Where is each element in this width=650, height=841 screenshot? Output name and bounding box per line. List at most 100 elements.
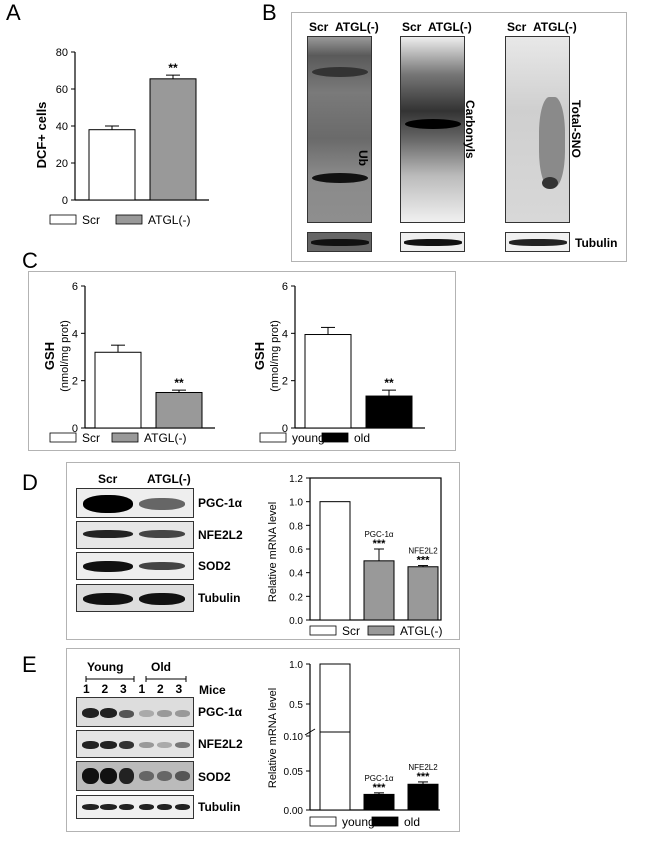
chart-e-ytick-label-upper: 1.0	[289, 660, 303, 671]
blot-d-lane-atgl: ATGL(-)	[147, 472, 191, 486]
chart-e-bar-1	[363, 793, 395, 811]
chart-a-significance-1: **	[168, 61, 178, 75]
panel-e-label: E	[22, 652, 37, 677]
blot-d-sod2	[76, 552, 194, 580]
panel-d-frame	[66, 462, 460, 640]
chart-e-bar-2	[407, 783, 439, 811]
panel-a-chart: 0 20 40 60 80 ** DCF+ cells Scr ATGL(-)	[34, 47, 209, 227]
blot-ub-label: Ub	[356, 150, 370, 166]
chart-d-ytick-label: 1.0	[289, 498, 303, 509]
chart-d-legend-swatch-1	[367, 625, 395, 636]
panel-c-label: C	[22, 248, 38, 273]
blot-ub-tubulin	[307, 232, 372, 252]
blot-d-label-pgc1a: PGC-1α	[198, 496, 243, 510]
blot-e-label-tubulin: Tubulin	[198, 800, 241, 814]
chart-e-bar-0	[319, 731, 351, 811]
chart-e-bar-upper-0	[319, 663, 351, 737]
chart-a-bar-0	[88, 129, 136, 201]
blot-sno-tubulin	[505, 232, 570, 252]
chart-d-ytick-label: 1.2	[289, 474, 303, 485]
chart-c-left-ytick-label: 2	[72, 376, 78, 388]
blot-d-nfe2l2	[76, 521, 194, 549]
chart-d-ytick-label: 0.4	[289, 569, 303, 580]
chart-c-left-bar-0	[94, 351, 142, 429]
blot-d-label-sod2: SOD2	[198, 559, 231, 573]
blot-d-pgc1a	[76, 488, 194, 518]
chart-c-right-significance-1: **	[384, 376, 394, 390]
blot-carbonyls-lane-scr: Scr	[402, 20, 422, 34]
chart-e-ytick-label-lower: 0.00	[284, 806, 304, 817]
chart-c-right-legend-label-0: young	[292, 431, 325, 445]
blot-sno-label: Total-SNO	[569, 100, 583, 158]
blot-carbonyls-image	[400, 36, 465, 223]
chart-c-right-legend-swatch-0	[259, 432, 287, 443]
chart-e-bar-label-2: NFE2L2	[408, 763, 438, 772]
chart-c-right-ytick-label: 4	[282, 328, 288, 340]
blot-d-label-tubulin: Tubulin	[198, 591, 241, 605]
chart-c-left-ytick-label: 4	[72, 328, 78, 340]
chart-e-bar-label-1: PGC-1α	[364, 774, 393, 783]
blot-d-tubulin	[76, 584, 194, 612]
chart-e-legend-label-1: old	[404, 815, 420, 829]
blot-e-group-old: Old	[151, 660, 171, 674]
chart-a-ytick-label: 80	[56, 47, 68, 59]
blot-e-label-sod2: SOD2	[198, 770, 231, 784]
chart-c-left-significance-1: **	[174, 376, 184, 390]
blot-e-lane-number: 1	[138, 682, 146, 696]
blot-ub-image	[307, 36, 372, 223]
chart-d-legend-swatch-0	[309, 625, 337, 636]
blot-e-pgc1a	[76, 697, 194, 727]
chart-e-significance-1: ***	[373, 782, 387, 794]
chart-e-ylabel: Relative mRNA level	[267, 688, 279, 788]
panel-c-chart-right: 0 2 4 6 ** GSH (nmol/mg prot) young old	[252, 281, 425, 445]
blot-e-lane-number: 3	[175, 682, 183, 696]
chart-d-bar-0	[319, 501, 351, 621]
blot-e-lane-number: 1	[83, 682, 90, 696]
chart-a-bar-1	[149, 78, 197, 201]
chart-d-ytick-label: 0.2	[289, 592, 303, 603]
panel-b-frame	[291, 12, 627, 262]
blot-e-label-nfe2l2: NFE2L2	[198, 737, 243, 751]
chart-c-right-ylabel: GSH	[252, 342, 267, 370]
chart-c-left-ylabel-unit: (nmol/mg prot)	[59, 320, 71, 392]
chart-d-bar-label-2: NFE2L2	[408, 547, 438, 556]
chart-a-ylabel: DCF+ cells	[34, 102, 49, 169]
chart-d-significance-2: ***	[417, 555, 431, 567]
panel-c-chart-left: 0 2 4 6 ** GSH (nmol/mg prot) Scr ATGL(-)	[42, 281, 215, 445]
blot-e-label-pgc1a: PGC-1α	[198, 705, 243, 719]
chart-e-ytick-label-upper: 0.10	[284, 732, 304, 743]
chart-d-ytick-label: 0.0	[289, 616, 303, 627]
chart-a-legend-swatch-0	[49, 214, 77, 225]
chart-e-legend-swatch-1	[371, 816, 399, 827]
chart-d-bar-2	[407, 566, 439, 621]
chart-a-legend-label-0: Scr	[82, 213, 100, 227]
blot-e-group-young: Young	[87, 660, 124, 674]
blot-ub-lane-scr: Scr	[309, 20, 329, 34]
blot-b-tubulin-label: Tubulin	[575, 236, 618, 250]
chart-d-bar-label-1: PGC-1α	[364, 530, 393, 539]
blot-carbonyls-tubulin	[400, 232, 465, 252]
blot-e-sod2	[76, 761, 194, 791]
blot-e-lane-number: 3	[120, 682, 127, 696]
chart-c-right-bar-1	[365, 395, 413, 429]
chart-e-ytick-label-lower: 0.05	[284, 767, 304, 778]
chart-d-ylabel: Relative mRNA level	[267, 502, 279, 602]
chart-e-significance-2: ***	[417, 771, 431, 783]
blot-sno-lane-atgl: ATGL(-)	[533, 20, 577, 34]
chart-c-right-ytick-label: 0	[282, 423, 288, 435]
blot-carbonyls-label: Carbonyls	[463, 100, 477, 159]
blot-e-nfe2l2	[76, 730, 194, 758]
chart-c-right-ylabel-unit: (nmol/mg prot)	[269, 320, 281, 392]
chart-a-ytick-label: 40	[56, 121, 68, 133]
chart-e-ytick-label-upper: 0.5	[289, 700, 303, 711]
panel-d-label: D	[22, 470, 38, 495]
chart-d-bar-1	[363, 560, 395, 621]
chart-a-legend-label-1: ATGL(-)	[148, 213, 190, 227]
chart-d-ytick-label: 0.8	[289, 521, 303, 532]
panel-e-chart: 0.100.51.00.000.05***PGC-1α ***NFE2L2Rela…	[267, 660, 440, 829]
chart-d-ytick-label: 0.6	[289, 545, 303, 556]
blot-e-group-brackets	[85, 676, 187, 682]
blot-e-lane-number: 2	[101, 682, 109, 696]
chart-c-right-ytick-label: 6	[282, 281, 288, 293]
